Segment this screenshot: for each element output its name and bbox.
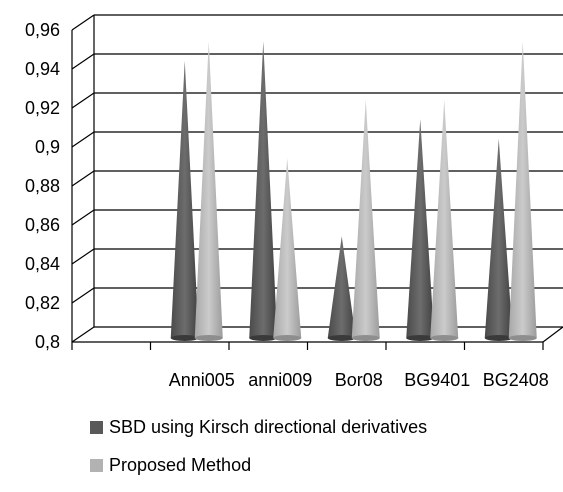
- gridline-depth: [71, 248, 95, 265]
- bar-series-1: [327, 236, 356, 338]
- y-tick-label: 0,88: [25, 176, 60, 196]
- legend-item-series-2: Proposed Method: [90, 454, 427, 476]
- bar-base-series-1: [484, 335, 513, 341]
- y-tick-label: 0,92: [25, 98, 60, 118]
- x-tick-label: Anni005: [169, 370, 235, 390]
- x-tick-label: BG2408: [483, 370, 549, 390]
- x-tick-label: Bor08: [335, 370, 383, 390]
- bar-series-1: [484, 138, 513, 338]
- gridline-depth: [71, 287, 95, 304]
- y-tick-label: 0,8: [35, 332, 60, 352]
- bar-base-series-1: [406, 335, 435, 341]
- gridline-depth: [71, 92, 95, 109]
- bar-series-2: [508, 41, 537, 338]
- bar-base-series-2: [273, 335, 302, 341]
- bar-base-series-1: [327, 335, 356, 341]
- floor-right-edge: [542, 326, 563, 343]
- bar-base-series-2: [508, 335, 537, 341]
- y-tick-label: 0,84: [25, 254, 60, 274]
- y-tick-label: 0,86: [25, 215, 60, 235]
- bar-series-2: [273, 158, 302, 338]
- bar-series-1: [170, 60, 199, 338]
- legend-label-series-1: SBD using Kirsch directional derivatives: [109, 416, 428, 437]
- bar-base-series-2: [430, 335, 459, 341]
- y-tick-label: 0,9: [35, 137, 60, 157]
- gridline-depth: [71, 53, 95, 70]
- legend-label-series-2: Proposed Method: [109, 454, 252, 475]
- legend-item-series-1: SBD using Kirsch directional derivatives: [90, 416, 427, 438]
- x-tick-label: BG9401: [404, 370, 470, 390]
- gridline-depth: [71, 209, 95, 226]
- bar-base-series-2: [194, 335, 223, 341]
- bar-series-1: [249, 41, 278, 338]
- y-tick-label: 0,82: [25, 293, 60, 313]
- bar-series-1: [406, 119, 435, 338]
- bar-base-series-1: [249, 335, 278, 341]
- legend-swatch-series-2: [90, 458, 103, 472]
- bar-series-2: [430, 99, 459, 338]
- bar-series-2: [194, 41, 223, 338]
- gridline-depth: [71, 326, 95, 343]
- gridline-depth: [71, 14, 95, 31]
- y-tick-label: 0,94: [25, 59, 60, 79]
- bar-series-2: [351, 99, 380, 338]
- bar-base-series-1: [170, 335, 199, 341]
- gridline-depth: [71, 170, 95, 187]
- gridline-depth: [71, 131, 95, 148]
- x-tick-label: anni009: [248, 370, 312, 390]
- bar-base-series-2: [351, 335, 380, 341]
- legend: SBD using Kirsch directional derivatives…: [90, 416, 427, 492]
- legend-swatch-series-1: [90, 420, 103, 434]
- y-tick-label: 0,96: [25, 20, 60, 40]
